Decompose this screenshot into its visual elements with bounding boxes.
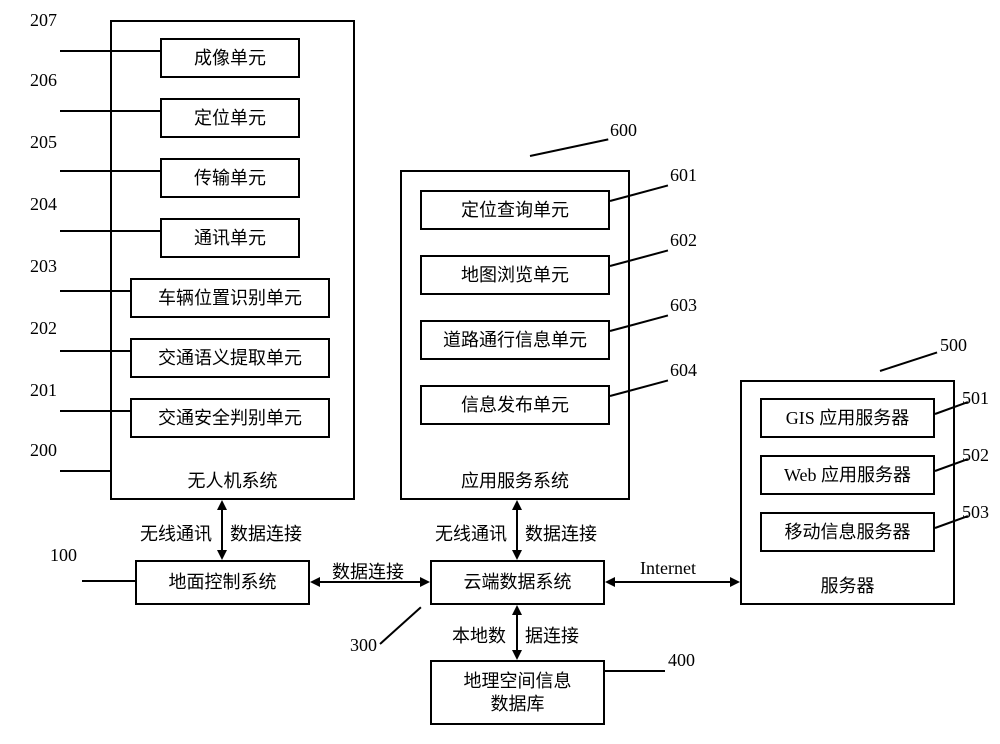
edge-ground-cloud: 数据连接 bbox=[332, 558, 404, 584]
srv-item-501: GIS 应用服务器 bbox=[760, 398, 935, 438]
lead-200 bbox=[60, 470, 110, 472]
ref-100: 100 bbox=[50, 545, 77, 566]
app-item-602: 地图浏览单元 bbox=[420, 255, 610, 295]
lead-400 bbox=[605, 670, 665, 672]
uav-item-202: 交通语义提取单元 bbox=[130, 338, 330, 378]
app-item-603: 道路通行信息单元 bbox=[420, 320, 610, 360]
uav-item-207: 成像单元 bbox=[160, 38, 300, 78]
lead-202 bbox=[60, 350, 130, 352]
ref-201: 201 bbox=[30, 380, 57, 401]
srv-item-502: Web 应用服务器 bbox=[760, 455, 935, 495]
uav-item-201: 交通安全判别单元 bbox=[130, 398, 330, 438]
ref-604: 604 bbox=[670, 360, 697, 381]
lead-206 bbox=[60, 110, 160, 112]
lead-201 bbox=[60, 410, 130, 412]
lead-205 bbox=[60, 170, 160, 172]
arrow-uav-ground bbox=[221, 510, 223, 550]
geo-l1: 地理空间信息 bbox=[460, 671, 576, 691]
ref-603: 603 bbox=[670, 295, 697, 316]
ref-204: 204 bbox=[30, 194, 57, 215]
arrow-cloud-geo bbox=[516, 615, 518, 650]
edge-cloud-geo-r: 据连接 bbox=[525, 622, 579, 648]
uav-item-204: 通讯单元 bbox=[160, 218, 300, 258]
edge-cloud-geo-l: 本地数 bbox=[452, 622, 506, 648]
cloud-box: 云端数据系统 bbox=[430, 560, 605, 605]
lead-600 bbox=[530, 138, 609, 157]
lead-204 bbox=[60, 230, 160, 232]
srv-container-label: 服务器 bbox=[817, 575, 879, 598]
app-item-601: 定位查询单元 bbox=[420, 190, 610, 230]
lead-500 bbox=[880, 352, 938, 372]
ref-200: 200 bbox=[30, 440, 57, 461]
lead-300 bbox=[379, 606, 421, 644]
lead-207 bbox=[60, 50, 160, 52]
geo-l2: 数据库 bbox=[487, 694, 549, 714]
ref-400: 400 bbox=[668, 650, 695, 671]
edge-cloud-srv: Internet bbox=[640, 558, 696, 579]
ref-203: 203 bbox=[30, 256, 57, 277]
ref-300: 300 bbox=[350, 635, 377, 656]
uav-item-205: 传输单元 bbox=[160, 158, 300, 198]
arrow-cloud-srv bbox=[615, 581, 730, 583]
edge-app-cloud-r: 数据连接 bbox=[525, 520, 597, 546]
ref-503: 503 bbox=[962, 502, 989, 523]
srv-item-503: 移动信息服务器 bbox=[760, 512, 935, 552]
ref-205: 205 bbox=[30, 132, 57, 153]
edge-app-cloud-l: 无线通讯 bbox=[435, 520, 507, 546]
uav-container-label: 无人机系统 bbox=[184, 470, 282, 493]
diagram-canvas: 无人机系统 成像单元 定位单元 传输单元 通讯单元 车辆位置识别单元 交通语义提… bbox=[0, 0, 1000, 744]
geo-box: 地理空间信息数据库 bbox=[430, 660, 605, 725]
ref-602: 602 bbox=[670, 230, 697, 251]
ref-502: 502 bbox=[962, 445, 989, 466]
app-item-604: 信息发布单元 bbox=[420, 385, 610, 425]
ref-600: 600 bbox=[610, 120, 637, 141]
ref-202: 202 bbox=[30, 318, 57, 339]
lead-100 bbox=[82, 580, 135, 582]
ref-206: 206 bbox=[30, 70, 57, 91]
ground-box: 地面控制系统 bbox=[135, 560, 310, 605]
ref-501: 501 bbox=[962, 388, 989, 409]
uav-item-203: 车辆位置识别单元 bbox=[130, 278, 330, 318]
ref-601: 601 bbox=[670, 165, 697, 186]
app-container-label: 应用服务系统 bbox=[457, 470, 573, 493]
edge-uav-ground-r: 数据连接 bbox=[230, 520, 302, 546]
uav-item-206: 定位单元 bbox=[160, 98, 300, 138]
ref-207: 207 bbox=[30, 10, 57, 31]
edge-uav-ground-l: 无线通讯 bbox=[140, 520, 212, 546]
arrow-app-cloud bbox=[516, 510, 518, 550]
lead-203 bbox=[60, 290, 130, 292]
ref-500: 500 bbox=[940, 335, 967, 356]
